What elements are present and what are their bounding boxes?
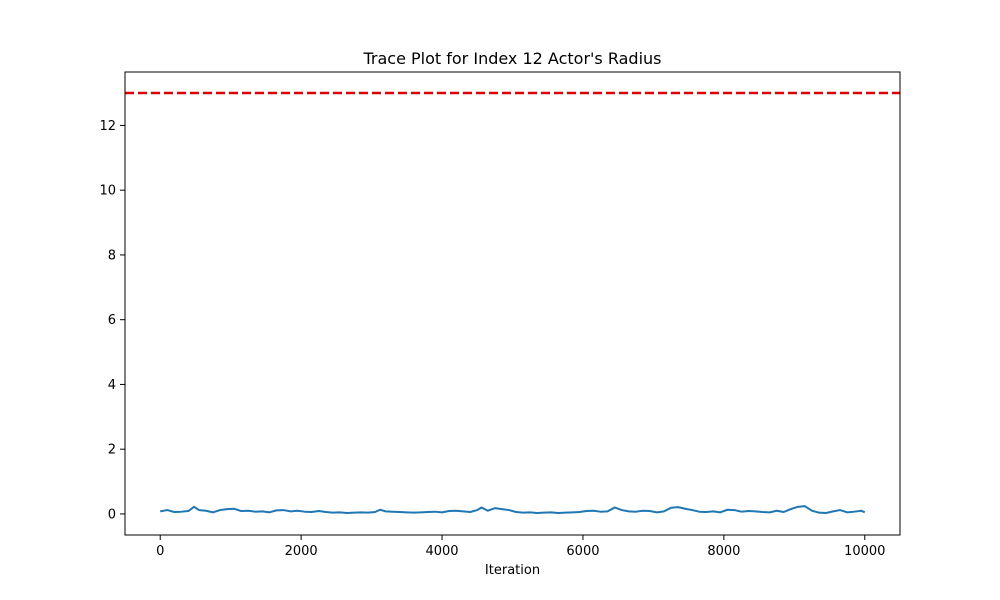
- y-tick-label: 12: [99, 119, 116, 134]
- x-tick-label: 8000: [707, 544, 740, 559]
- y-tick-label: 4: [108, 378, 116, 393]
- trace-series-line: [160, 505, 866, 514]
- plot-area: [124, 71, 901, 536]
- y-axis: 0 2 4 6 8 10 12: [99, 119, 125, 522]
- x-tick-label: 10000: [844, 544, 885, 559]
- x-tick-label: 0: [156, 544, 164, 559]
- x-axis: 0 2000 4000 6000 8000 10000: [156, 535, 885, 559]
- y-tick-label: 10: [99, 184, 116, 199]
- y-tick-label: 2: [108, 443, 116, 458]
- y-tick-label: 0: [108, 507, 116, 522]
- x-tick-label: 6000: [566, 544, 599, 559]
- x-tick-label: 2000: [285, 544, 318, 559]
- y-tick-label: 6: [108, 313, 116, 328]
- x-axis-label: Iteration: [485, 563, 540, 578]
- y-tick-label: 8: [108, 248, 116, 263]
- x-tick-label: 4000: [425, 544, 458, 559]
- plot-frame: [124, 71, 901, 536]
- chart-title: Trace Plot for Index 12 Actor's Radius: [362, 49, 661, 68]
